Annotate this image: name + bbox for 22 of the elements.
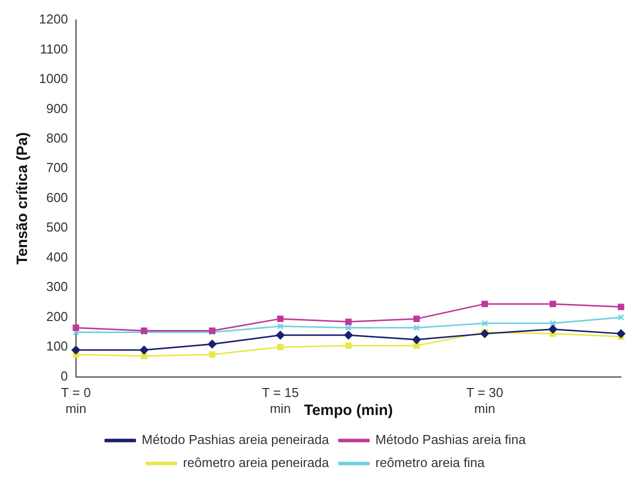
x-axis-title: Tempo (min) [304,402,393,420]
legend-label: reômetro areia fina [375,455,486,470]
legend-label: Método Pashias areia peneirada [142,432,330,448]
x-tick-label: T = 30 min [466,385,504,416]
x-tick-label: T = 0 min [61,385,91,416]
y-tick-label: 1000 [39,71,68,86]
y-tick-label: 900 [46,100,68,116]
y-tick-label: 1200 [39,12,68,27]
legend-label: reômetro areia peneirada [182,455,330,470]
y-axis-title: Tensão crítica (Pa) [14,132,32,265]
x-tick-label: T = 15 min [262,385,299,416]
y-tick-label: 400 [46,249,68,264]
y-tick-label: 0 [60,368,68,384]
y-tick-label: 300 [46,279,68,294]
legend-label: Método Pashias areia fina [375,432,527,448]
y-tick-label: 100 [46,338,68,354]
y-tick-label: 800 [46,130,68,146]
y-tick-label: 700 [46,160,68,176]
y-tick-label: 600 [46,190,68,205]
y-tick-label: 200 [46,308,68,324]
y-tick-label: 1100 [40,41,68,56]
y-tick-label: 500 [46,220,68,235]
